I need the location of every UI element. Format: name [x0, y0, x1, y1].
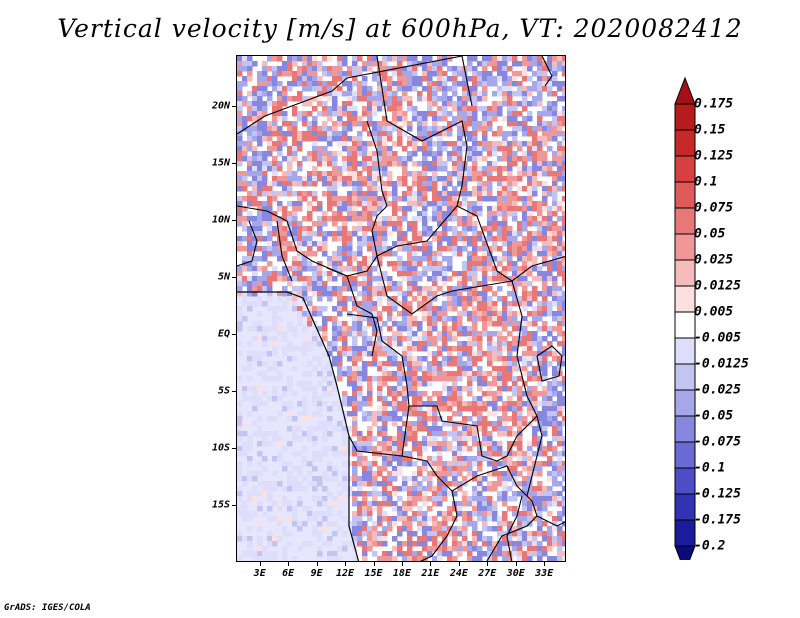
colorbar-label: -0.075	[694, 434, 741, 450]
lat-tick	[232, 448, 236, 450]
colorbar-label: 0.0125	[694, 278, 741, 294]
lon-tick	[345, 562, 347, 566]
lon-tick	[458, 562, 460, 566]
lon-tick	[544, 562, 546, 566]
colorbar-label: -0.125	[694, 486, 741, 502]
vertical-velocity-field	[237, 56, 565, 561]
lon-tick	[259, 562, 261, 566]
colorbar-segment	[674, 285, 696, 313]
colorbar-label: 0.175	[694, 96, 734, 112]
lon-tick	[373, 562, 375, 566]
colorbar-segment	[674, 181, 696, 209]
lat-tick	[232, 334, 236, 336]
colorbar-segment	[674, 519, 696, 547]
colorbar-segment	[674, 207, 696, 235]
colorbar-label: -0.2	[694, 538, 726, 554]
colorbar-segment	[674, 467, 696, 495]
lon-label: 6E	[282, 568, 295, 579]
colorbar-label: 0.05	[694, 226, 726, 242]
colorbar-label: 0.075	[694, 200, 734, 216]
lat-tick	[232, 163, 236, 165]
colorbar-segment	[674, 259, 696, 287]
lat-label: 5S	[217, 385, 230, 397]
lon-label: 3E	[253, 568, 266, 579]
grads-credit: GrADS: IGES/COLA	[4, 603, 91, 613]
colorbar-segment	[674, 129, 696, 157]
colorbar-label: 0.15	[694, 122, 726, 138]
chart-title: Vertical velocity [m/s] at 600hPa, VT: 2…	[57, 14, 743, 43]
lon-label: 12E	[336, 568, 355, 579]
coastline	[237, 291, 360, 561]
lon-label: 9E	[310, 568, 323, 579]
lat-tick	[232, 505, 236, 507]
country-borders	[237, 56, 565, 561]
colorbar-segment	[674, 103, 696, 131]
colorbar-segment	[674, 389, 696, 417]
lat-tick	[232, 106, 236, 108]
colorbar-label: 0.1	[694, 174, 718, 190]
lat-label: 10S	[211, 442, 230, 454]
colorbar-label: 0.005	[694, 304, 734, 320]
lat-label: EQ	[217, 328, 230, 340]
colorbar-segment	[674, 441, 696, 469]
lat-tick	[232, 391, 236, 393]
lon-label: 27E	[478, 568, 497, 579]
colorbar-top-arrow	[674, 76, 696, 105]
lon-label: 30E	[506, 568, 525, 579]
colorbar-label: -0.025	[694, 382, 741, 398]
colorbar-label: -0.175	[694, 512, 741, 528]
colorbar-label: -0.005	[694, 330, 741, 346]
lon-label: 21E	[421, 568, 440, 579]
lon-tick	[288, 562, 290, 566]
colorbar	[674, 76, 696, 560]
colorbar-segment	[674, 337, 696, 365]
colorbar-segment	[674, 415, 696, 443]
lat-label: 10N	[211, 214, 230, 226]
map-panel	[236, 55, 566, 562]
lon-tick	[316, 562, 318, 566]
velocity-shading	[237, 56, 565, 561]
colorbar-label: 0.125	[694, 148, 734, 164]
lat-label: 5N	[217, 271, 230, 283]
lon-label: 15E	[364, 568, 383, 579]
colorbar-bottom-arrow	[674, 545, 696, 560]
lon-label: 18E	[392, 568, 411, 579]
lon-tick	[487, 562, 489, 566]
lon-label: 33E	[535, 568, 554, 579]
lon-tick	[515, 562, 517, 566]
colorbar-label: -0.0125	[694, 356, 749, 372]
colorbar-segment	[674, 155, 696, 183]
lat-tick	[232, 277, 236, 279]
colorbar-label: -0.1	[694, 460, 726, 476]
lat-label: 15S	[211, 499, 230, 511]
colorbar-segment	[674, 311, 696, 339]
lat-label: 20N	[211, 100, 230, 112]
lon-label: 24E	[449, 568, 468, 579]
lat-tick	[232, 220, 236, 222]
colorbar-segment	[674, 233, 696, 261]
lat-label: 15N	[211, 157, 230, 169]
colorbar-segment	[674, 493, 696, 521]
lon-tick	[401, 562, 403, 566]
lon-tick	[430, 562, 432, 566]
colorbar-segment	[674, 363, 696, 391]
colorbar-label: 0.025	[694, 252, 734, 268]
colorbar-label: -0.05	[694, 408, 734, 424]
